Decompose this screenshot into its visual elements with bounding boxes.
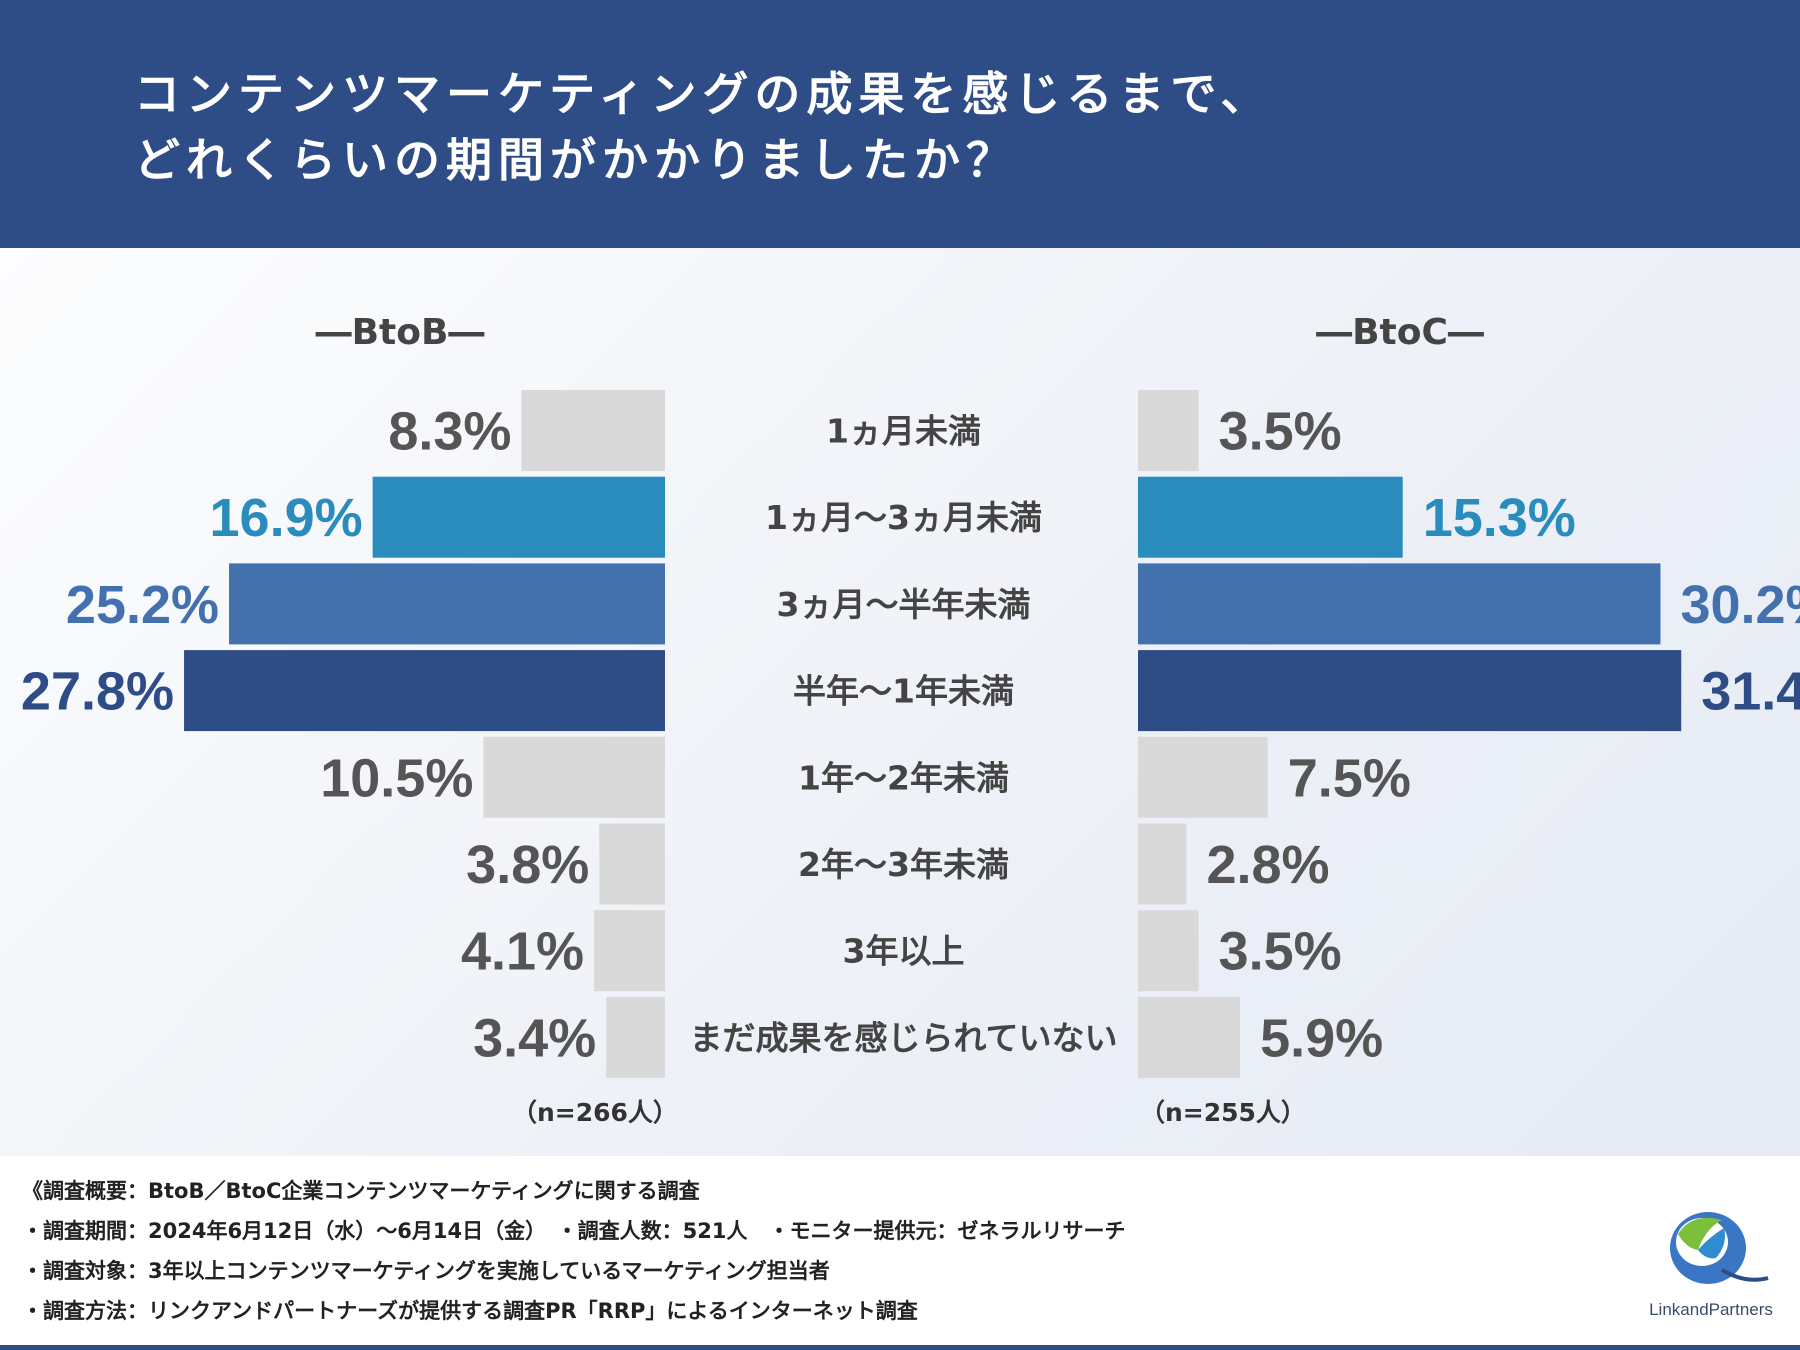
btob-value-label: 25.2% bbox=[66, 575, 219, 635]
btob-bar bbox=[594, 910, 665, 992]
btoc-value-label: 5.9% bbox=[1260, 1008, 1383, 1068]
btoc-bar bbox=[1138, 823, 1187, 905]
category-label: まだ成果を感じられていない bbox=[689, 1018, 1117, 1057]
btoc-bar bbox=[1138, 390, 1199, 471]
btoc-bar bbox=[1138, 736, 1268, 818]
btob-value-label: 3.8% bbox=[466, 835, 589, 895]
survey-target-note: ・調査対象：3年以上コンテンツマーケティングを実施しているマーケティング担当者 bbox=[22, 1259, 830, 1283]
logo-mark-icon bbox=[1670, 1212, 1769, 1284]
btoc-sample-size: （n=255人） bbox=[1140, 1098, 1306, 1127]
btoc-value-label: 31.4% bbox=[1701, 662, 1800, 722]
btob-bar bbox=[483, 736, 665, 818]
survey-period-note: ・調査期間：2024年6月12日（水）〜6月14日（金） ・調査人数：521人 … bbox=[22, 1219, 1126, 1243]
category-label: 3ヵ月〜半年未満 bbox=[777, 585, 1031, 624]
logo-text: LinkandPartners bbox=[1649, 1300, 1773, 1319]
btoc-value-label: 7.5% bbox=[1288, 748, 1411, 808]
btoc-bar bbox=[1138, 563, 1661, 645]
company-logo: LinkandPartners bbox=[1636, 1198, 1786, 1328]
btob-value-label: 3.4% bbox=[473, 1008, 596, 1068]
btoc-value-label: 30.2% bbox=[1680, 575, 1800, 635]
survey-overview-note: 《調査概要：BtoB／BtoC企業コンテンツマーケティングに関する調査 bbox=[22, 1179, 700, 1203]
btoc-bar bbox=[1138, 476, 1403, 558]
btoc-value-label: 2.8% bbox=[1206, 835, 1329, 895]
btob-bar bbox=[184, 650, 665, 732]
btob-value-label: 10.5% bbox=[320, 748, 473, 808]
btob-value-label: 4.1% bbox=[461, 922, 584, 982]
btob-bar bbox=[229, 563, 666, 645]
btob-group-label: ―BtoB― bbox=[315, 312, 485, 353]
title-line-1: コンテンツマーケティングの成果を感じるまで、 bbox=[134, 67, 1273, 121]
category-label: 3年以上 bbox=[843, 932, 965, 971]
btoc-value-label: 3.5% bbox=[1219, 402, 1342, 462]
category-label: 2年〜3年未満 bbox=[798, 845, 1009, 884]
btoc-bar bbox=[1138, 910, 1199, 992]
btob-value-label: 16.9% bbox=[210, 488, 363, 548]
btob-value-label: 27.8% bbox=[21, 662, 174, 722]
category-label: 半年〜1年未満 bbox=[793, 672, 1014, 711]
btob-bar bbox=[599, 823, 665, 905]
btoc-group-label: ―BtoC― bbox=[1316, 312, 1484, 353]
btoc-bar bbox=[1138, 650, 1682, 732]
btoc-bar bbox=[1138, 996, 1241, 1078]
footer-accent-bar bbox=[0, 1345, 1800, 1350]
title-line-2: どれくらいの期間がかかりましたか？ bbox=[134, 133, 1018, 187]
survey-footer: 《調査概要：BtoB／BtoC企業コンテンツマーケティングに関する調査 ・調査期… bbox=[0, 1156, 1800, 1350]
category-label: 1ヵ月未満 bbox=[826, 412, 981, 451]
category-label: 1年〜2年未満 bbox=[798, 758, 1009, 797]
category-label: 1ヵ月〜3ヵ月未満 bbox=[765, 498, 1042, 537]
butterfly-bar-chart: 8.3% 3.5% 1ヵ月未満 16.9% 15.3% 1ヵ月〜3ヵ月未満 25.2% 30.… bbox=[21, 390, 1800, 1078]
btob-sample-size: （n=266人） bbox=[512, 1098, 678, 1127]
btob-bar bbox=[606, 996, 665, 1078]
btob-value-label: 8.3% bbox=[388, 402, 511, 462]
btob-bar bbox=[372, 476, 665, 558]
btob-bar bbox=[521, 390, 665, 471]
header-banner: コンテンツマーケティングの成果を感じるまで、 どれくらいの期間がかかりましたか？ bbox=[0, 0, 1800, 248]
btoc-value-label: 15.3% bbox=[1423, 488, 1576, 548]
survey-method-note: ・調査方法：リンクアンドパートナーズが提供する調査PR「RRP」によるインターネ… bbox=[22, 1299, 918, 1323]
btoc-value-label: 3.5% bbox=[1219, 922, 1342, 982]
